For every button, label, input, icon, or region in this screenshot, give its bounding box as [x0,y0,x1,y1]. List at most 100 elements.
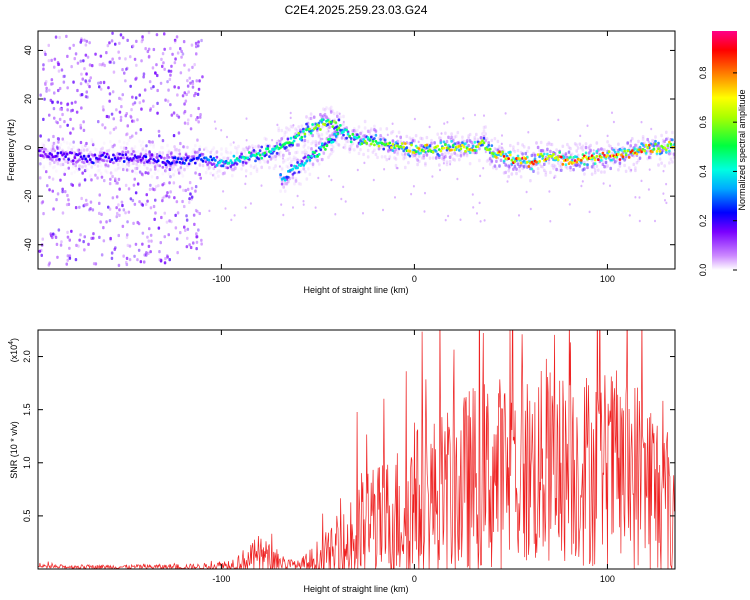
x-tick-label: -100 [212,274,230,284]
noise-speckle [177,171,181,175]
noise-speckle [154,198,157,202]
ridge-cell [304,161,307,165]
noise-speckle [79,123,82,127]
noise-speckle [109,177,112,181]
ridge-cell [615,158,619,163]
noise-speckle [183,63,186,67]
noise-speckle [84,95,88,99]
noise-speckle [60,107,63,112]
ridge-cell [593,162,597,165]
ridge-cell [521,152,524,156]
ridge-cell [90,140,94,144]
ridge-cell [164,170,168,174]
ridge-cell [149,140,152,145]
noise-speckle [114,177,117,181]
ridge-cell [434,156,438,160]
ridge-cell [660,161,663,165]
noise-speckle [174,57,177,61]
noise-speckle [81,171,84,175]
noise-speckle [79,140,83,145]
scatter-speckle [471,193,474,196]
ridge-cell [456,153,460,158]
ridge-cell [229,142,233,147]
ridge-cell [320,133,324,137]
ridge-cell [575,143,578,147]
y-tick-label: 1.0 [22,457,32,470]
ridge-cell [657,163,660,167]
noise-speckle [196,92,200,96]
ridge-cell [666,136,670,141]
ridge-cell [388,149,392,153]
ridge-cell [638,145,642,149]
scatter-speckle [411,139,414,143]
noise-speckle [146,199,149,203]
ridge-cell [50,153,53,157]
y-tick-label: 2.0 [22,350,32,363]
ridge-cell [224,147,228,151]
noise-speckle [69,131,72,135]
ridge-cell [555,167,558,172]
ridge-cell [601,151,605,155]
noise-speckle [103,63,106,68]
noise-speckle [115,108,118,112]
ridge-cell [275,140,279,144]
ridge-cell [524,157,527,160]
ridge-cell [181,174,185,178]
ridge-cell [329,110,333,114]
ridge-cell [649,156,653,160]
ridge-cell [317,134,321,138]
ridge-cell [116,167,120,171]
ridge-cell [319,140,322,144]
noise-speckle [47,43,50,47]
noise-speckle [109,131,112,135]
colorbar: 0.00.20.40.60.8 Normalized spectral ampl… [698,31,747,276]
ridge-cell [623,163,626,168]
ridge-cell [349,140,353,144]
noise-speckle [192,241,195,245]
ridge-cell [425,143,429,147]
ridge-cell [505,164,509,168]
noise-speckle [186,145,189,149]
ridge-cell [578,164,582,168]
ridge-cell [348,145,351,149]
scatter-speckle [321,137,324,141]
scatter-speckle [525,190,528,194]
noise-speckle [195,232,198,236]
ridge-cell [671,130,674,135]
ridge-cell [263,136,267,141]
ridge-cell [516,154,520,158]
ridge-cell [606,140,609,144]
scatter-speckle [289,111,292,115]
ridge-cell [342,133,345,137]
ridge-cell [209,150,212,154]
ridge-cell [461,135,464,139]
ridge-cell [462,153,466,157]
noise-speckle [159,241,162,245]
noise-speckle [198,172,201,177]
ridge-cell [391,143,395,146]
noise-speckle [190,43,194,47]
ridge-cell [294,156,298,161]
noise-speckle [166,99,170,103]
ridge-cell [618,158,622,161]
noise-speckle [198,172,201,177]
ridge-cell [485,159,489,163]
noise-speckle [141,173,144,177]
ridge-cell [481,143,484,147]
snr-scale-prefix: (x10 [9,345,19,363]
noise-speckle [52,134,55,139]
noise-speckle [124,57,127,61]
ridge-cell [237,144,240,149]
ridge-cell [90,165,94,169]
noise-speckle [118,110,122,114]
ridge-cell [132,157,135,160]
noise-speckle [72,43,75,47]
ridge-cell [589,156,592,160]
ridge-cell [357,151,361,156]
ridge-cell [58,146,61,150]
ridge-cell [254,145,257,149]
ridge-cell [305,115,308,119]
ridge-cell [138,155,141,159]
ridge-cell [110,158,114,161]
noise-speckle [173,61,177,65]
